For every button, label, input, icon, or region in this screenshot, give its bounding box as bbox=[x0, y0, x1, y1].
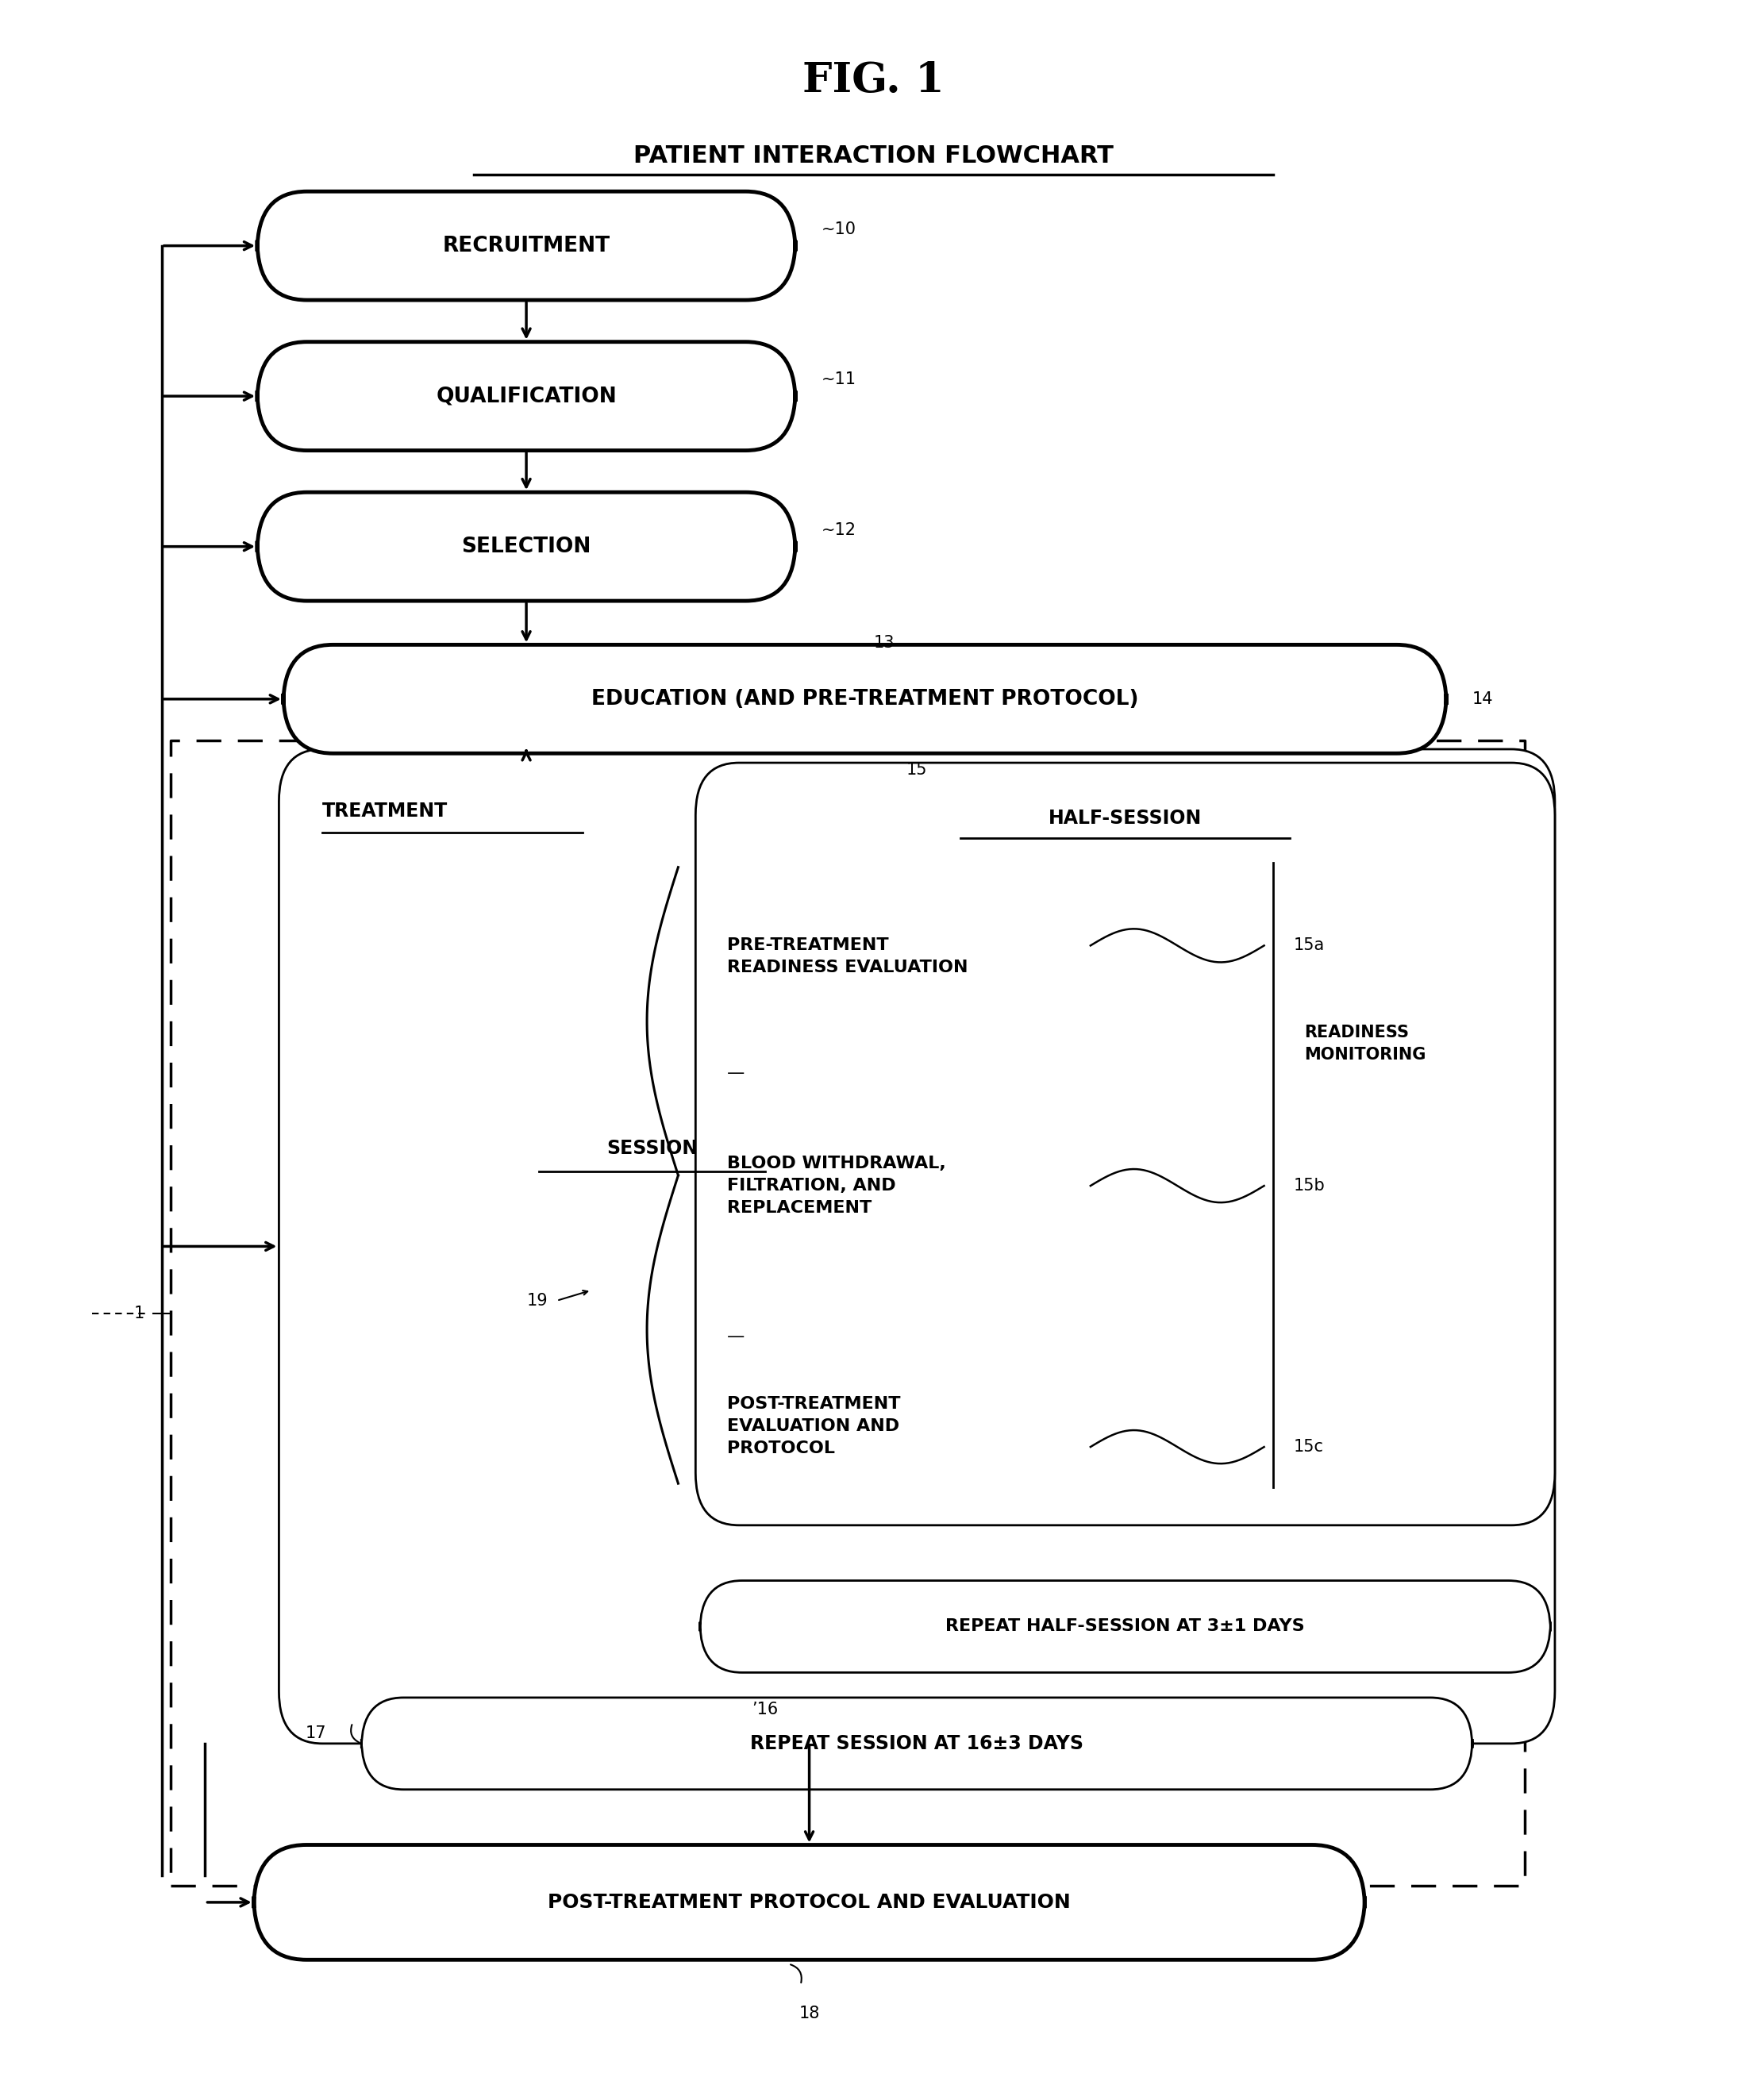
Text: BLOOD WITHDRAWAL,
FILTRATION, AND
REPLACEMENT: BLOOD WITHDRAWAL, FILTRATION, AND REPLAC… bbox=[727, 1155, 945, 1216]
FancyBboxPatch shape bbox=[257, 491, 795, 601]
FancyBboxPatch shape bbox=[701, 1581, 1551, 1672]
Text: 15: 15 bbox=[907, 762, 928, 777]
Text: POST-TREATMENT PROTOCOL AND EVALUATION: POST-TREATMENT PROTOCOL AND EVALUATION bbox=[549, 1892, 1071, 1911]
Text: HALF-SESSION: HALF-SESSION bbox=[1048, 808, 1202, 827]
Text: RECRUITMENT: RECRUITMENT bbox=[442, 235, 610, 256]
Text: 14: 14 bbox=[1473, 691, 1494, 708]
Text: ~11: ~11 bbox=[821, 372, 856, 386]
FancyBboxPatch shape bbox=[283, 645, 1447, 754]
FancyBboxPatch shape bbox=[253, 1846, 1364, 1959]
Text: PATIENT INTERACTION FLOWCHART: PATIENT INTERACTION FLOWCHART bbox=[634, 145, 1113, 168]
Text: 15c: 15c bbox=[1293, 1438, 1324, 1455]
FancyBboxPatch shape bbox=[280, 750, 1555, 1743]
Text: ~12: ~12 bbox=[821, 523, 856, 538]
Text: 1: 1 bbox=[135, 1306, 145, 1321]
FancyBboxPatch shape bbox=[362, 1697, 1473, 1789]
Text: REPEAT HALF-SESSION AT 3±1 DAYS: REPEAT HALF-SESSION AT 3±1 DAYS bbox=[945, 1619, 1305, 1634]
Text: SELECTION: SELECTION bbox=[461, 536, 590, 556]
Text: POST-TREATMENT
EVALUATION AND
PROTOCOL: POST-TREATMENT EVALUATION AND PROTOCOL bbox=[727, 1396, 900, 1455]
Text: PRE-TREATMENT
READINESS EVALUATION: PRE-TREATMENT READINESS EVALUATION bbox=[727, 937, 968, 974]
Text: 15b: 15b bbox=[1293, 1178, 1326, 1193]
Text: ~10: ~10 bbox=[821, 220, 856, 237]
Text: QUALIFICATION: QUALIFICATION bbox=[437, 386, 617, 407]
Text: —: — bbox=[727, 1329, 744, 1344]
Text: —: — bbox=[727, 1065, 744, 1082]
Text: 13: 13 bbox=[874, 634, 894, 651]
Text: 15a: 15a bbox=[1293, 937, 1324, 953]
Text: TREATMENT: TREATMENT bbox=[323, 802, 447, 821]
Text: SESSION: SESSION bbox=[606, 1138, 697, 1157]
Text: FIG. 1: FIG. 1 bbox=[802, 61, 945, 101]
FancyBboxPatch shape bbox=[257, 191, 795, 300]
Text: REPEAT SESSION AT 16±3 DAYS: REPEAT SESSION AT 16±3 DAYS bbox=[749, 1735, 1083, 1753]
Text: 17: 17 bbox=[306, 1726, 327, 1741]
FancyBboxPatch shape bbox=[257, 342, 795, 451]
Text: READINESS
MONITORING: READINESS MONITORING bbox=[1303, 1025, 1426, 1063]
Text: EDUCATION (AND PRE-TREATMENT PROTOCOL): EDUCATION (AND PRE-TREATMENT PROTOCOL) bbox=[590, 689, 1139, 710]
FancyBboxPatch shape bbox=[695, 762, 1555, 1525]
Text: 18: 18 bbox=[798, 2005, 819, 2022]
Text: ’16: ’16 bbox=[751, 1701, 779, 1718]
Text: 19: 19 bbox=[528, 1294, 549, 1308]
